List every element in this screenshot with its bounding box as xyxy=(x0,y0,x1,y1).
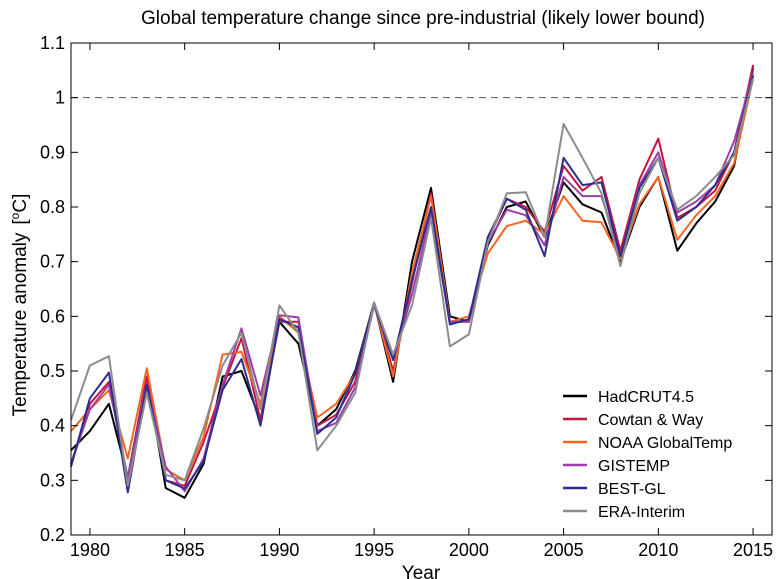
legend-label-3: GISTEMP xyxy=(598,458,670,475)
x-tick-label-7: 2015 xyxy=(733,540,773,560)
x-tick-label-5: 2005 xyxy=(544,540,584,560)
y-tick-label-3: 0.5 xyxy=(40,361,65,381)
plot-lines xyxy=(70,64,755,499)
y-axis-label-unit-prefix: [ xyxy=(10,219,31,225)
legend-label-4: BEST-GL xyxy=(598,481,666,498)
series-line-3 xyxy=(70,72,755,493)
y-axis-label-text: Temperature anomaly xyxy=(10,232,31,416)
x-tick-label-3: 1995 xyxy=(354,540,394,560)
x-tick-label-2: 1990 xyxy=(259,540,299,560)
series-line-4 xyxy=(70,75,755,494)
legend-label-1: Cowtan & Way xyxy=(598,412,703,429)
x-axis-label: Year xyxy=(402,563,441,579)
y-axis-label-unit-sup: o xyxy=(8,212,22,219)
legend-label-0: HadCRUT4.5 xyxy=(598,389,694,406)
x-tick-label-0: 1980 xyxy=(70,540,110,560)
y-axis-label-unit-suffix: C] xyxy=(10,194,31,213)
y-tick-label-4: 0.6 xyxy=(40,306,65,326)
y-tick-label-1: 0.3 xyxy=(40,470,65,490)
y-tick-label-6: 0.8 xyxy=(40,197,65,217)
y-axis-label: Temperature anomaly [oC] xyxy=(8,194,31,417)
y-tick-label-7: 0.9 xyxy=(40,142,65,162)
chart-title: Global temperature change since pre-indu… xyxy=(141,8,705,29)
series-line-5 xyxy=(70,78,755,487)
legend-label-2: NOAA GlobalTemp xyxy=(598,435,732,452)
x-tick-label-6: 2010 xyxy=(638,540,678,560)
y-tick-label-8: 1 xyxy=(55,88,65,108)
x-tick-label-4: 2000 xyxy=(449,540,489,560)
y-tick-label-5: 0.7 xyxy=(40,252,65,272)
legend: HadCRUT4.5 Cowtan & Way NOAA GlobalTemp GIS… xyxy=(563,389,732,521)
y-tick-label-9: 1.1 xyxy=(40,33,65,53)
y-tick-label-0: 0.2 xyxy=(40,525,65,545)
y-tick-label-2: 0.4 xyxy=(40,416,65,436)
x-tick-label-1: 1985 xyxy=(165,540,205,560)
plot-frame xyxy=(70,42,773,536)
axis-ticks: 1980 1985 1990 1995 2000 2005 2010 2015 0.2 0.3 0.… xyxy=(40,33,773,560)
legend-label-5: ERA-Interim xyxy=(598,504,685,521)
